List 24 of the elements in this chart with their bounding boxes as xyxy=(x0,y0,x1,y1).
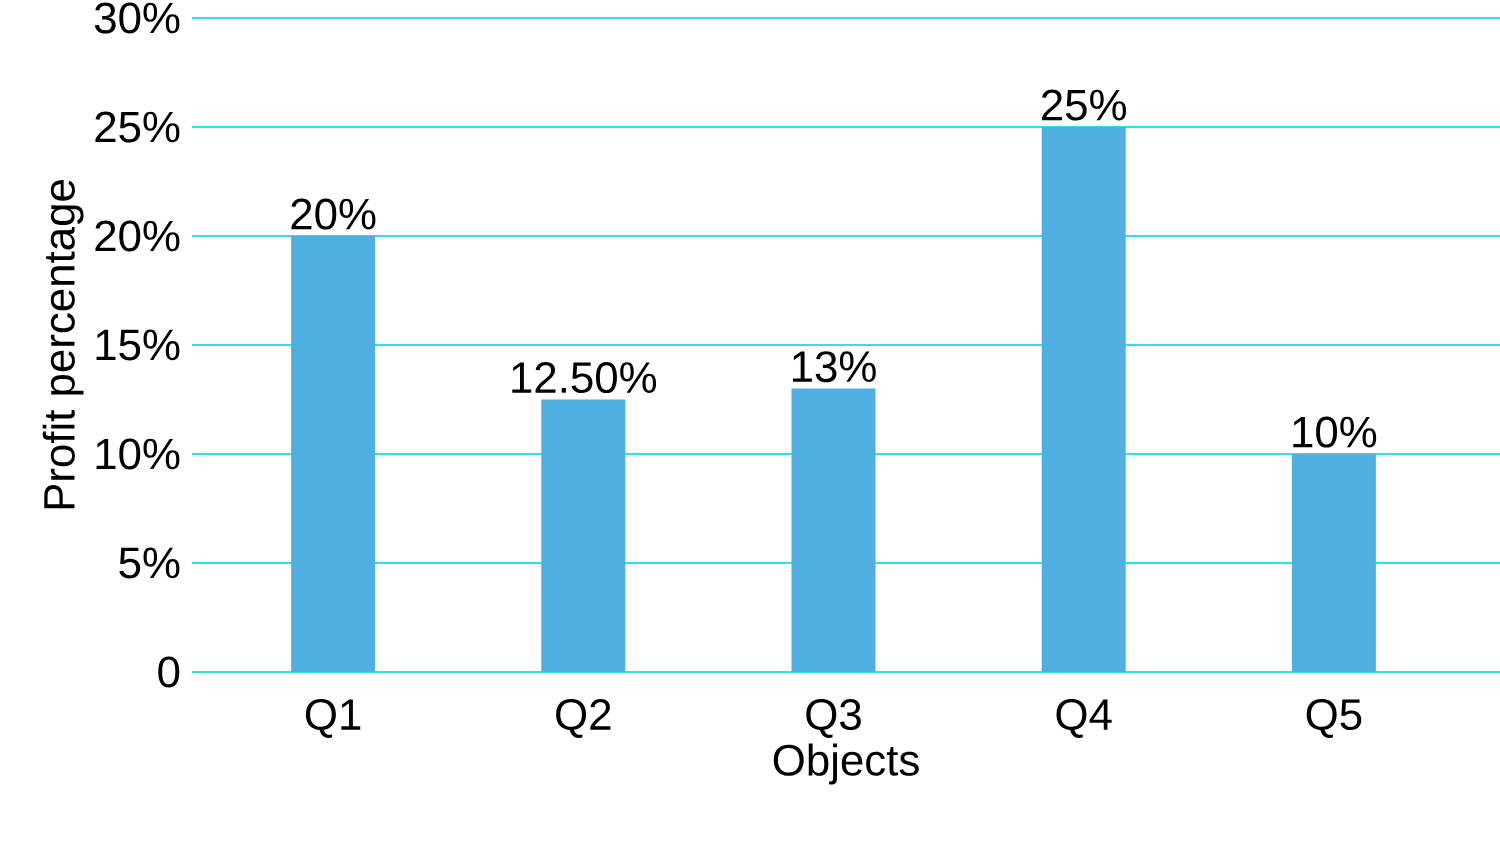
bar xyxy=(541,399,626,672)
y-tick-label: 20% xyxy=(95,220,180,252)
data-label: 20% xyxy=(291,198,376,230)
data-label: 12.50% xyxy=(512,362,657,394)
y-tick-label: 10% xyxy=(96,438,180,470)
bar xyxy=(1291,454,1376,672)
x-tick-label: Q2 xyxy=(556,699,611,738)
x-axis-title: Objects xyxy=(773,743,919,785)
y-tick-label: 30% xyxy=(94,2,180,34)
bar xyxy=(291,235,376,672)
x-tick-label: Q1 xyxy=(305,699,361,738)
y-tick-label: 5% xyxy=(119,547,180,579)
data-label: 13% xyxy=(792,351,876,383)
bar xyxy=(1041,126,1126,672)
x-tick-label: Q3 xyxy=(806,699,861,738)
y-tick-label: 0 xyxy=(158,656,180,688)
x-tick-label: Q5 xyxy=(1306,699,1362,738)
y-axis-title: Profit percentage xyxy=(42,180,84,509)
bar xyxy=(791,388,876,672)
y-tick-label: 15% xyxy=(96,329,180,361)
data-label: 10% xyxy=(1293,416,1377,448)
data-label: 25% xyxy=(1042,89,1126,121)
y-tick-label: 25% xyxy=(95,111,180,143)
x-tick-label: Q4 xyxy=(1056,699,1112,738)
